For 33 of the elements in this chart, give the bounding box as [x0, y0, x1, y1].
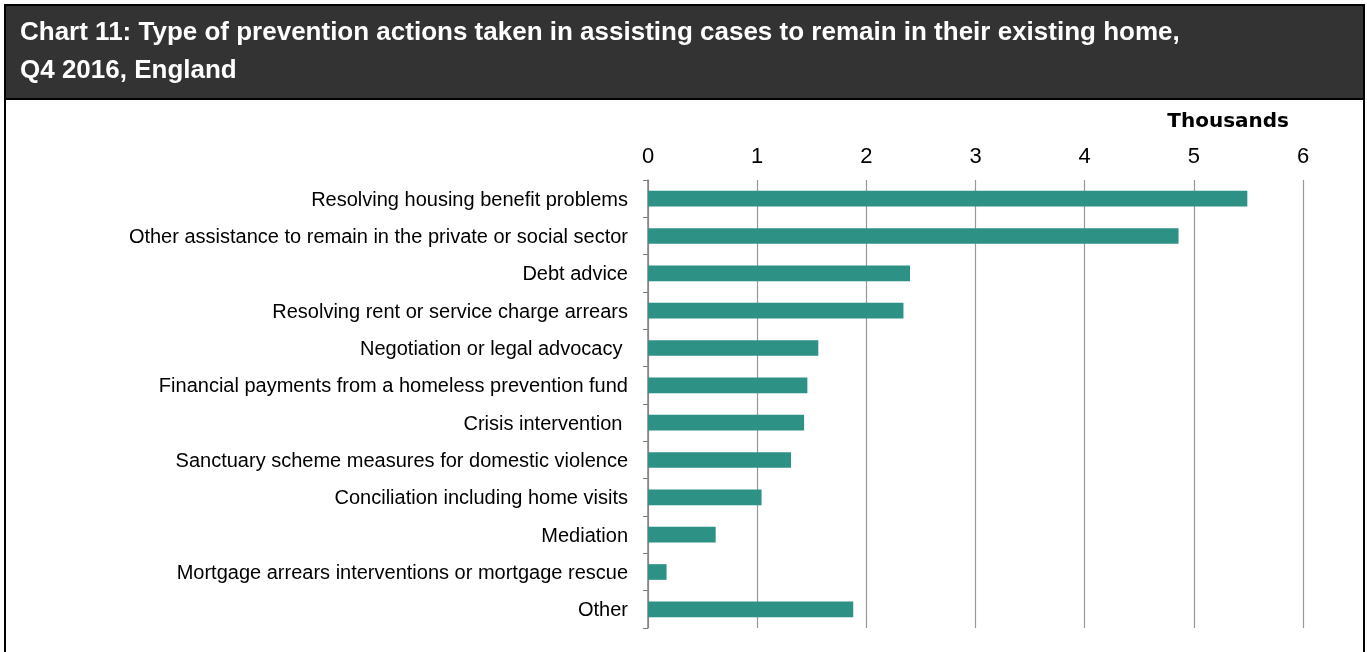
y-tick-label: Conciliation including home visits	[334, 486, 628, 509]
bar	[648, 489, 762, 506]
bar	[648, 452, 792, 468]
bar	[648, 414, 805, 431]
bar	[648, 377, 808, 394]
y-tick-label: Mortgage arrears interventions or mortgage rescue	[176, 561, 628, 583]
x-tick-label: 6	[1296, 142, 1310, 168]
y-tick-label: Other assistance to remain in the private or social sector	[128, 225, 629, 247]
bar	[648, 340, 819, 356]
x-tick-label: 2	[860, 142, 873, 168]
x-tick-label: 1	[751, 142, 764, 168]
y-tick-label: Resolving housing benefit problems	[311, 187, 628, 210]
bar	[648, 526, 716, 543]
x-tick-label: 0	[641, 142, 655, 168]
bar	[648, 564, 667, 580]
y-tick-label: Other	[577, 598, 629, 621]
y-tick-label: Crisis intervention	[463, 411, 628, 434]
x-tick-label: 5	[1187, 142, 1200, 168]
y-tick-label: Debt advice	[522, 262, 628, 285]
x-tick-label: 3	[969, 142, 982, 168]
y-tick-label: Mediation	[541, 523, 628, 546]
bar	[648, 265, 910, 282]
bar	[648, 302, 904, 319]
y-tick-label: Resolving rent or service charge arrears	[272, 299, 628, 322]
bar	[648, 601, 854, 618]
chart-title: Chart 11: Type of prevention actions taken in assisting cases to remain in their existing home, Q4 2016, England	[6, 6, 1363, 100]
y-tick-label: Financial payments from a homeless prevention fund	[158, 374, 628, 397]
y-tick-label: Sanctuary scheme measures for domestic violence	[175, 449, 628, 471]
bar	[648, 228, 1179, 244]
x-tick-label: 4	[1078, 142, 1091, 168]
y-tick-label: Negotiation or legal advocacy	[360, 337, 628, 359]
x-axis-title: Thousands	[1167, 108, 1289, 132]
bar	[648, 190, 1248, 207]
